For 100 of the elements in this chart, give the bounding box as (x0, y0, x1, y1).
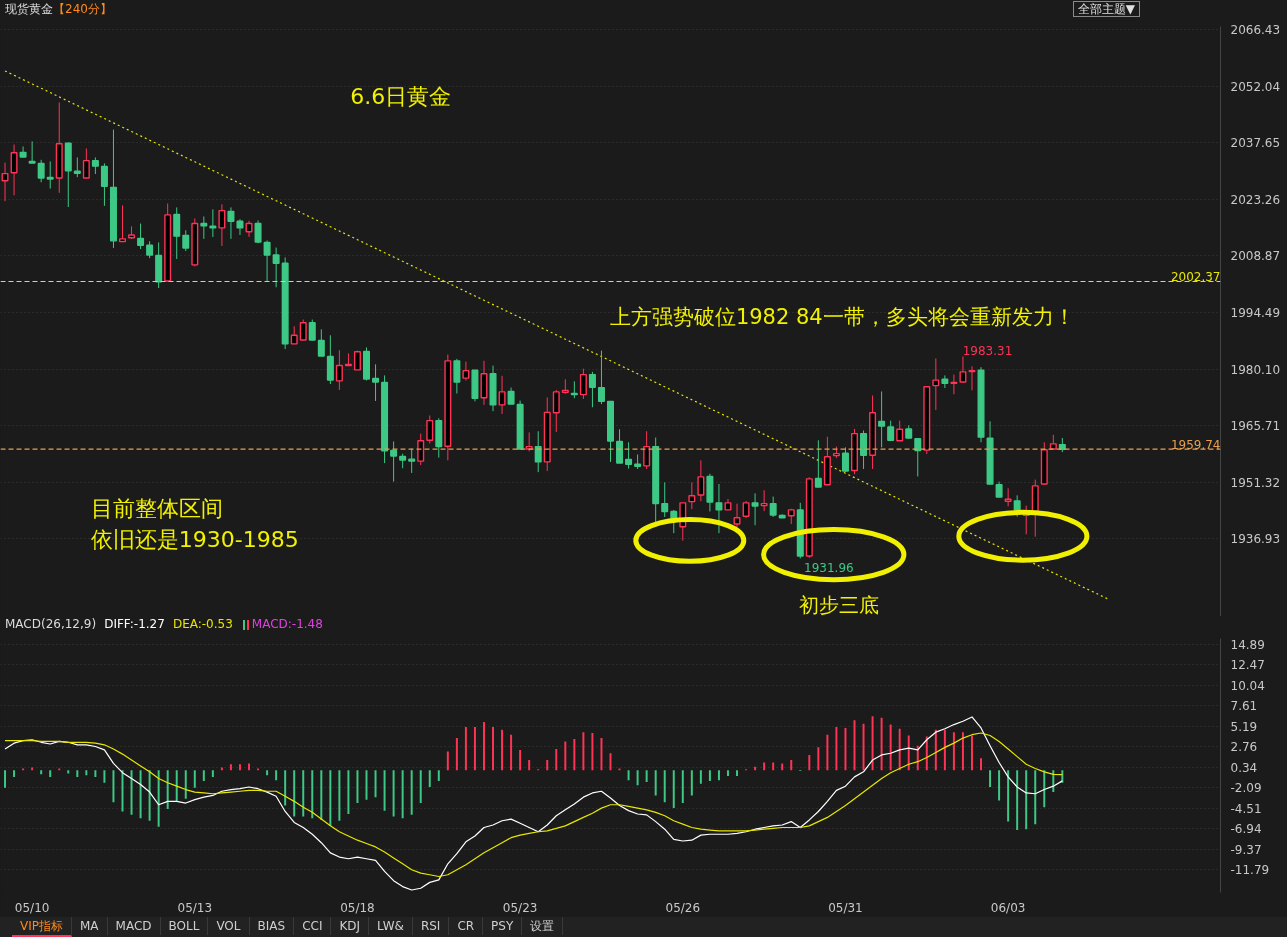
candlestick (959, 355, 967, 383)
text: VIP指标 (12, 917, 72, 937)
candlestick (480, 360, 488, 406)
candlestick (73, 156, 81, 178)
ref-line-label: 1959.74 (1170, 438, 1221, 453)
candlestick (137, 223, 145, 250)
y-tick-label: -11.79 (1230, 863, 1270, 878)
text: BOLL (160, 917, 209, 935)
candlestick (941, 374, 949, 389)
text: DEA:-0.53 (172, 616, 233, 634)
candlestick (182, 229, 190, 252)
candlestick (218, 203, 226, 247)
y-tick-label: -2.09 (1230, 781, 1262, 796)
y-tick-label: 5.19 (1230, 719, 1258, 734)
x-tick-label: 05/23 (502, 900, 538, 915)
candlestick (715, 483, 723, 534)
y-tick-label: 2037.65 (1230, 136, 1281, 151)
y-tick-label: 0.34 (1230, 760, 1258, 775)
candlestick (227, 206, 235, 240)
y-tick-label: 10.04 (1230, 678, 1265, 693)
text: RSI (412, 917, 450, 935)
x-tick-label: 05/18 (340, 900, 375, 915)
candlestick (390, 440, 398, 483)
candlestick (290, 325, 298, 345)
y-tick-label: 12.47 (1230, 658, 1265, 673)
candlestick (209, 208, 217, 238)
text: MACD (107, 917, 161, 935)
line-series (4, 732, 1063, 878)
candlestick (760, 489, 768, 512)
y-tick-label: 14.89 (1230, 637, 1265, 652)
candlestick (417, 433, 425, 466)
candlestick (616, 428, 624, 464)
candlestick (46, 160, 54, 190)
x-tick-label: 06/03 (990, 900, 1026, 915)
line-series (4, 716, 1063, 891)
candlestick (462, 361, 470, 381)
legend-label: MACD:-1.48 (251, 616, 323, 634)
candlestick (119, 204, 126, 243)
candlestick (408, 448, 416, 474)
annotation: 初步三底 (798, 593, 879, 618)
candlestick (534, 430, 542, 473)
text: PSY (483, 917, 523, 935)
ref-line-label: 2002.37 (1170, 270, 1221, 285)
y-tick-label: -9.37 (1230, 842, 1262, 857)
candlestick (317, 328, 325, 357)
candlestick (860, 429, 868, 470)
candlestick (37, 159, 45, 183)
candlestick (272, 247, 280, 288)
candlestick (552, 389, 560, 433)
candlestick (697, 459, 705, 502)
text: MA (71, 917, 108, 935)
annotation: 依旧还是1930-1985 (90, 526, 299, 552)
y-tick-label: 2.76 (1230, 740, 1258, 755)
candlestick (1, 162, 9, 202)
candlestick (335, 349, 343, 391)
annotation: 1983.31 (962, 343, 1013, 358)
candlestick (28, 140, 36, 164)
x-tick-label: 05/31 (828, 900, 863, 915)
y-tick-label: 2023.26 (1230, 192, 1281, 207)
text: KDJ (331, 917, 370, 935)
x-tick-label: 05/10 (14, 900, 50, 915)
annotation: 1931.96 (804, 561, 854, 576)
candlestick (661, 481, 669, 518)
y-tick-label: 1951.32 (1230, 475, 1281, 490)
text: DIFF:-1.27 (104, 616, 165, 634)
candlestick (597, 350, 605, 405)
candlestick (968, 365, 976, 391)
candlestick (1004, 487, 1012, 507)
text: CR (449, 917, 484, 935)
candlestick (236, 218, 244, 236)
candlestick (950, 374, 958, 395)
candlestick (887, 420, 895, 441)
candlestick (643, 430, 651, 470)
y-tick-label: 1994.49 (1230, 305, 1281, 320)
annotation: 上方强势破位1982 84一带，多头将会重新发力！ (609, 305, 1075, 330)
chart-title: 现货黄金 (5, 1, 53, 19)
y-tick-label: 2066.43 (1230, 23, 1281, 38)
x-tick-label: 05/26 (665, 900, 701, 915)
text: CCI (294, 917, 332, 935)
chart-title: MACD(26,12,9) (5, 616, 97, 634)
candlestick (733, 503, 741, 528)
candlestick (263, 239, 271, 283)
text: 设置 (522, 917, 564, 935)
annotation: 目前整体区间 (90, 496, 223, 522)
y-tick-label: -6.94 (1230, 822, 1262, 837)
candlestick (372, 363, 380, 402)
y-tick-label: 1936.93 (1230, 532, 1281, 547)
candlestick (326, 334, 334, 385)
candlestick (10, 144, 18, 196)
y-tick-label: 1965.71 (1230, 419, 1281, 434)
text: VOL (208, 917, 250, 935)
candlestick (525, 431, 533, 452)
text: LW& (369, 917, 413, 935)
candlestick (588, 371, 596, 408)
text: BIAS (249, 917, 295, 935)
candlestick (498, 375, 506, 415)
candlestick (82, 147, 90, 179)
candlestick (769, 496, 777, 518)
candlestick (688, 481, 696, 510)
candlestick (100, 162, 108, 207)
